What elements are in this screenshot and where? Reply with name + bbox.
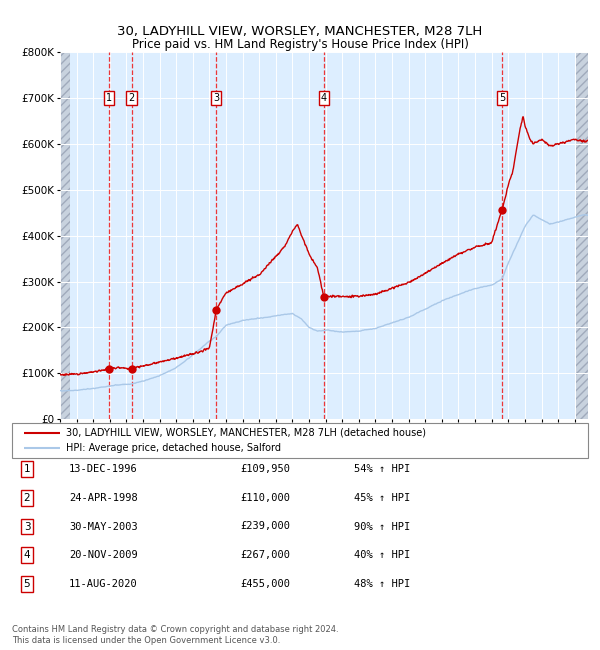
Text: Price paid vs. HM Land Registry's House Price Index (HPI): Price paid vs. HM Land Registry's House … [131,38,469,51]
Text: 54% ↑ HPI: 54% ↑ HPI [354,464,410,474]
Text: 4: 4 [23,550,31,560]
Text: £110,000: £110,000 [240,493,290,503]
Text: 45% ↑ HPI: 45% ↑ HPI [354,493,410,503]
Bar [575,52,588,419]
Text: 11-AUG-2020: 11-AUG-2020 [69,578,138,589]
Bar [575,52,588,419]
Text: 1: 1 [23,464,31,474]
Text: 1: 1 [106,93,112,103]
Bar [60,52,70,419]
Text: £267,000: £267,000 [240,550,290,560]
Text: £109,950: £109,950 [240,464,290,474]
Text: 5: 5 [499,93,505,103]
Text: 4: 4 [321,93,327,103]
Text: 13-DEC-1996: 13-DEC-1996 [69,464,138,474]
Text: 90% ↑ HPI: 90% ↑ HPI [354,521,410,532]
Text: 30, LADYHILL VIEW, WORSLEY, MANCHESTER, M28 7LH: 30, LADYHILL VIEW, WORSLEY, MANCHESTER, … [118,25,482,38]
Text: Contains HM Land Registry data © Crown copyright and database right 2024.
This d: Contains HM Land Registry data © Crown c… [12,625,338,645]
Text: £239,000: £239,000 [240,521,290,532]
Text: 20-NOV-2009: 20-NOV-2009 [69,550,138,560]
Text: 5: 5 [23,578,31,589]
Text: 2: 2 [23,493,31,503]
Text: 3: 3 [23,521,31,532]
Text: 40% ↑ HPI: 40% ↑ HPI [354,550,410,560]
Text: £455,000: £455,000 [240,578,290,589]
Text: 3: 3 [213,93,220,103]
Text: 24-APR-1998: 24-APR-1998 [69,493,138,503]
Text: 30-MAY-2003: 30-MAY-2003 [69,521,138,532]
Text: 2: 2 [128,93,134,103]
Text: 48% ↑ HPI: 48% ↑ HPI [354,578,410,589]
Text: HPI: Average price, detached house, Salford: HPI: Average price, detached house, Salf… [66,443,281,453]
Text: 30, LADYHILL VIEW, WORSLEY, MANCHESTER, M28 7LH (detached house): 30, LADYHILL VIEW, WORSLEY, MANCHESTER, … [66,428,426,437]
Bar [60,52,70,419]
